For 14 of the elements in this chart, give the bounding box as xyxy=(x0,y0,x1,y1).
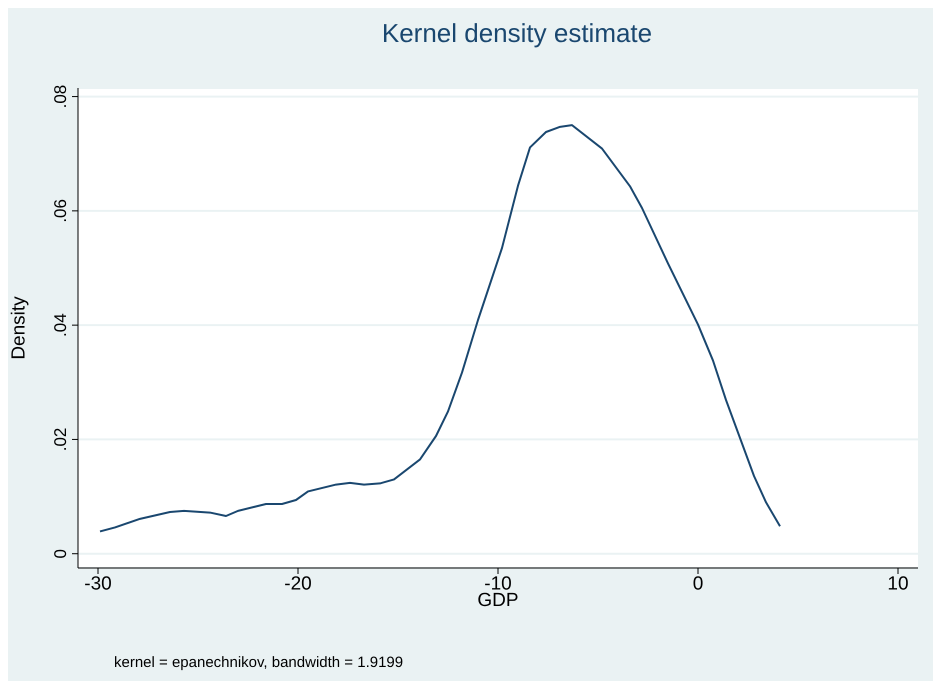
y-tick-label: .08 xyxy=(51,84,70,108)
x-tick-label: -30 xyxy=(84,573,112,594)
y-tick-label: .06 xyxy=(51,199,70,223)
y-tick-label: .04 xyxy=(51,313,70,337)
y-tick-label: 0 xyxy=(51,548,70,558)
y-tick-label: .02 xyxy=(51,428,70,452)
x-axis-title: GDP xyxy=(477,590,519,611)
line-series xyxy=(99,124,781,532)
text: kernel = epanechnikov, bandwidth = 1.9199 xyxy=(114,654,404,671)
chart-title: Kernel density estimate xyxy=(380,18,654,49)
x-tick-label: -20 xyxy=(284,573,312,594)
x-tick-label: 10 xyxy=(887,573,909,594)
x-tick-label: 0 xyxy=(692,573,704,594)
y-axis-title: Density xyxy=(8,296,30,360)
